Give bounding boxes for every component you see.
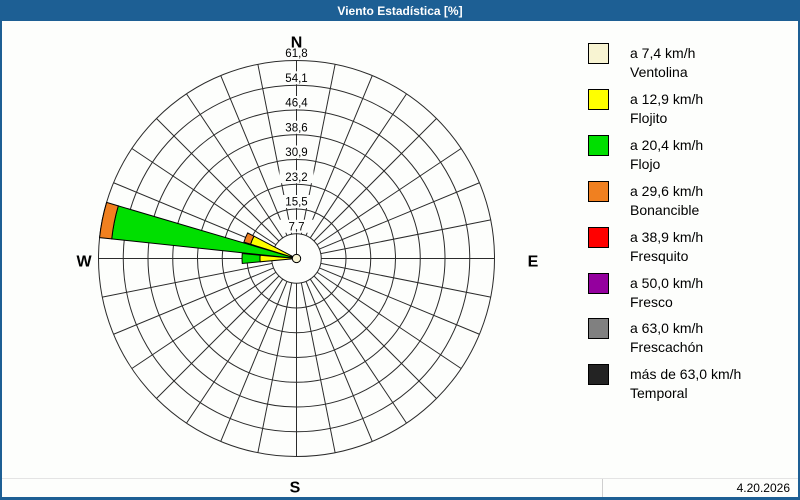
grid-spoke xyxy=(156,275,280,399)
grid-spoke xyxy=(319,267,480,335)
grid-spoke xyxy=(313,118,437,242)
status-date: 4.20.2026 xyxy=(736,481,790,495)
legend-label: a 29,6 km/h Bonancible xyxy=(630,181,703,220)
grid-spoke xyxy=(102,262,273,298)
tick-label-bg xyxy=(279,195,314,208)
legend-swatch xyxy=(588,226,609,248)
grid-spoke xyxy=(131,148,277,246)
grid-spoke xyxy=(320,262,491,298)
legend-speed-text: a 50,0 km/h xyxy=(630,274,704,291)
grid-spoke xyxy=(186,278,284,424)
legend-speed-text: más de 63,0 km/h xyxy=(630,366,742,383)
radial-tick-label: 54,1 xyxy=(285,73,307,85)
radial-tick-label: 15,5 xyxy=(285,197,307,209)
tick-label-bg xyxy=(279,120,314,134)
radial-tick-label: 30,9 xyxy=(285,147,307,159)
compass-label-west: W xyxy=(76,254,92,271)
wind-petal-segment-bonancible xyxy=(99,201,119,240)
grid-spoke xyxy=(316,271,462,369)
legend-speed-text: a 7,4 km/h xyxy=(630,45,696,61)
legend-swatch xyxy=(588,88,609,110)
compass-label-east: E xyxy=(528,254,539,271)
wind-petal-segment-bonancible xyxy=(243,232,255,245)
legend-swatch xyxy=(588,364,609,386)
grid-spoke xyxy=(156,118,280,242)
legend-bin-name: Fresquito xyxy=(630,247,689,264)
status-divider xyxy=(2,478,798,479)
grid-spoke xyxy=(220,75,288,236)
compass-label-north: N xyxy=(291,35,303,52)
window-title: Viento Estadística [%] xyxy=(337,3,463,18)
legend-item: a 38,9 km/h Fresquito xyxy=(588,226,703,266)
legend-speed-text: a 20,4 km/h xyxy=(630,136,704,153)
legend-bin-name: Fresco xyxy=(630,293,673,310)
legend-item: a 50,0 km/h Fresco xyxy=(588,272,703,312)
grid-spoke xyxy=(186,93,284,239)
legend-label: a 20,4 km/h Flojo xyxy=(630,135,703,174)
grid-spoke xyxy=(313,275,437,399)
wind-rose-svg: 7,7 15,5 23,2 30,9 38,6 46,4 54,1 61,8N S E W xyxy=(76,35,539,497)
grid-spoke xyxy=(309,93,407,239)
legend-bin-name: Temporal xyxy=(630,385,688,402)
radial-tick-label: 46,4 xyxy=(285,98,308,110)
legend-label: a 50,0 km/h Fresco xyxy=(630,273,703,312)
legend-bin-name: Bonancible xyxy=(630,201,700,218)
legend-item: a 7,4 km/h Ventolina xyxy=(588,43,695,82)
legend-item: a 29,6 km/h Bonancible xyxy=(588,180,703,220)
legend-item: a 20,4 km/h Flojo xyxy=(588,134,703,174)
grid-spoke xyxy=(316,148,462,246)
legend-swatch xyxy=(588,272,609,294)
tick-label-bg xyxy=(279,71,314,85)
window-title-bar[interactable]: Viento Estadística [%] xyxy=(0,0,800,21)
tick-label-bg xyxy=(279,145,314,159)
wind-petal-segment-flojo xyxy=(111,205,297,259)
grid-spoke xyxy=(309,278,407,424)
legend-label: a 12,9 km/h Flojito xyxy=(630,89,703,128)
legend-item: a 63,0 km/h Frescachón xyxy=(588,318,703,357)
legend-item: más de 63,0 km/h Temporal xyxy=(588,364,741,403)
tick-label-bg xyxy=(279,96,314,109)
legend-label: a 63,0 km/h Frescachón xyxy=(630,318,703,357)
chart-panel: 7,7 15,5 23,2 30,9 38,6 46,4 54,1 61,8 N S E W a 7,… xyxy=(2,21,798,497)
grid-spoke xyxy=(131,271,277,369)
grid-spoke xyxy=(113,267,274,335)
legend-swatch xyxy=(588,180,609,202)
legend-speed-text: a 29,6 km/h xyxy=(630,182,704,199)
legend-swatch xyxy=(588,318,609,340)
radial-tick-label: 61,8 xyxy=(285,48,307,60)
radial-tick-label: 7,7 xyxy=(289,221,305,233)
legend-bin-name: Frescachón xyxy=(630,339,704,356)
grid-spoke xyxy=(305,281,373,442)
legend-bin-name: Flojo xyxy=(630,155,661,172)
legend-label: a 38,9 km/h Fresquito xyxy=(630,227,703,266)
legend-swatch xyxy=(588,134,609,156)
tick-label-bg xyxy=(279,46,314,60)
tick-label-bg xyxy=(279,170,314,184)
grid-spoke xyxy=(257,282,293,453)
radial-tick-label: 23,2 xyxy=(285,172,307,184)
grid-spoke xyxy=(319,182,480,250)
grid-spoke xyxy=(220,281,288,442)
legend-label: a 7,4 km/h Ventolina xyxy=(630,43,695,82)
legend-speed-text: a 12,9 km/h xyxy=(630,90,704,107)
radial-tick-label: 38,6 xyxy=(285,122,307,134)
legend-bin-name: Ventolina xyxy=(630,64,688,80)
wind-petal-segment-flojo xyxy=(241,253,261,264)
grid-spoke xyxy=(320,219,491,255)
grid-spoke xyxy=(305,75,373,236)
center-calm-marker xyxy=(291,253,302,264)
status-bar: 4.20.2026 xyxy=(602,479,798,497)
legend-label: más de 63,0 km/h Temporal xyxy=(630,364,741,403)
grid-spoke xyxy=(300,282,336,453)
legend-speed-text: a 63,0 km/h xyxy=(630,320,704,337)
tick-label-bg xyxy=(279,219,314,233)
legend-item: a 12,9 km/h Flojito xyxy=(588,88,703,128)
wind-rose-chart: 7,7 15,5 23,2 30,9 38,6 46,4 54,1 61,8 N S E W xyxy=(2,21,582,497)
legend-bin-name: Flojito xyxy=(630,109,668,126)
compass-label-south: S xyxy=(290,480,301,497)
legend-swatch xyxy=(588,43,609,64)
legend-speed-text: a 38,9 km/h xyxy=(630,228,704,245)
